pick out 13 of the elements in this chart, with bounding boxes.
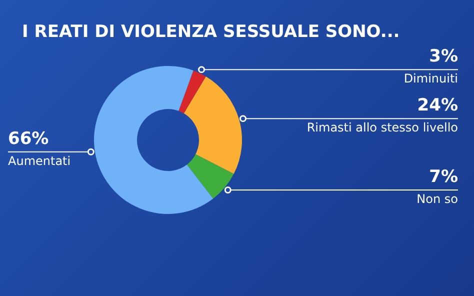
slice-label: Aumentati (8, 154, 71, 168)
donut-slice (184, 76, 242, 174)
chart-title: I REATI DI VIOLENZA SESSUALE SONO... (22, 22, 400, 42)
data-label: 66% (8, 128, 49, 149)
slice-label: Rimasti allo stesso livello (306, 120, 458, 135)
data-label: 7% (429, 166, 458, 187)
donut-slice (94, 66, 214, 214)
slice-label: Non so (416, 192, 458, 206)
data-label: 24% (417, 96, 458, 116)
donut-slice (178, 70, 206, 114)
donut-slice (186, 154, 234, 199)
data-label: 3% (429, 46, 458, 67)
slice-label: Diminuiti (404, 72, 458, 86)
